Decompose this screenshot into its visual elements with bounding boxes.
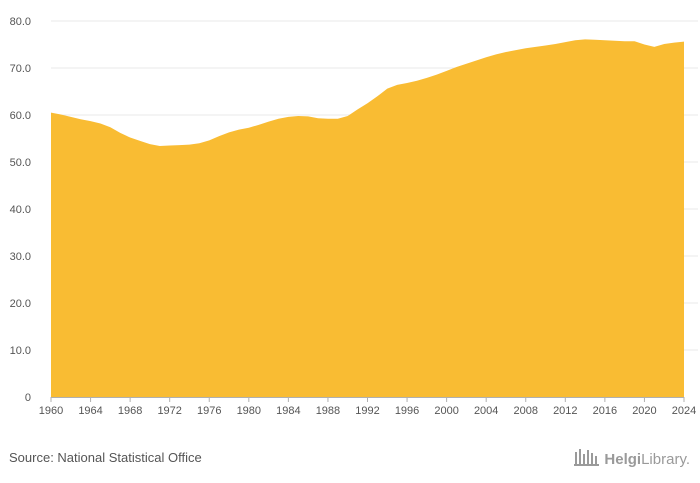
- x-tick-label-1964: 1964: [78, 405, 102, 417]
- x-tick-label-2012: 2012: [553, 405, 577, 417]
- x-tick-label-1968: 1968: [118, 405, 142, 417]
- x-tick-label-1972: 1972: [157, 405, 181, 417]
- y-tick-label-8: 80.0: [10, 16, 31, 28]
- x-axis-ticks: 1960 1964 1968 1972 1976 1980 1984 1988 1992 1996…: [39, 397, 696, 417]
- x-tick-label-1996: 1996: [395, 405, 419, 417]
- x-tick-label-2004: 2004: [474, 405, 498, 417]
- y-tick-label-4: 40.0: [10, 204, 31, 216]
- x-tick-label-2016: 2016: [593, 405, 617, 417]
- y-tick-label-5: 50.0: [10, 157, 31, 169]
- x-tick-label-1976: 1976: [197, 405, 221, 417]
- area-chart: 010.020.030.040.050.060.070.080.0 1960 19…: [10, 16, 698, 417]
- x-tick-label-1960: 1960: [39, 405, 63, 417]
- y-tick-label-7: 70.0: [10, 63, 31, 75]
- source-note: Source: National Statistical Office: [9, 450, 202, 465]
- area-series: [51, 39, 684, 397]
- x-tick-label-1984: 1984: [276, 405, 300, 417]
- library-icon: [574, 448, 600, 470]
- x-tick-label-1988: 1988: [316, 405, 340, 417]
- y-tick-label-2: 20.0: [10, 298, 31, 310]
- brand-logo[interactable]: Helgi Library.: [574, 448, 690, 470]
- brand-name-part2: Library.: [641, 450, 690, 468]
- y-tick-label-0: 0: [25, 392, 31, 404]
- x-tick-label-2024: 2024: [672, 405, 696, 417]
- y-tick-label-1: 10.0: [10, 345, 31, 357]
- brand-name-part1: Helgi: [604, 450, 642, 468]
- x-tick-label-2020: 2020: [632, 405, 656, 417]
- y-tick-label-3: 30.0: [10, 251, 31, 263]
- y-tick-label-6: 60.0: [10, 110, 31, 122]
- x-tick-label-2008: 2008: [514, 405, 538, 417]
- y-axis-ticks: 0 10.0 20.0 30.0 40.0 50.0 60.0 70.0 80.0: [10, 16, 31, 404]
- x-tick-label-1980: 1980: [237, 405, 261, 417]
- x-tick-label-1992: 1992: [355, 405, 379, 417]
- data-area: [51, 39, 684, 397]
- x-tick-label-2000: 2000: [434, 405, 458, 417]
